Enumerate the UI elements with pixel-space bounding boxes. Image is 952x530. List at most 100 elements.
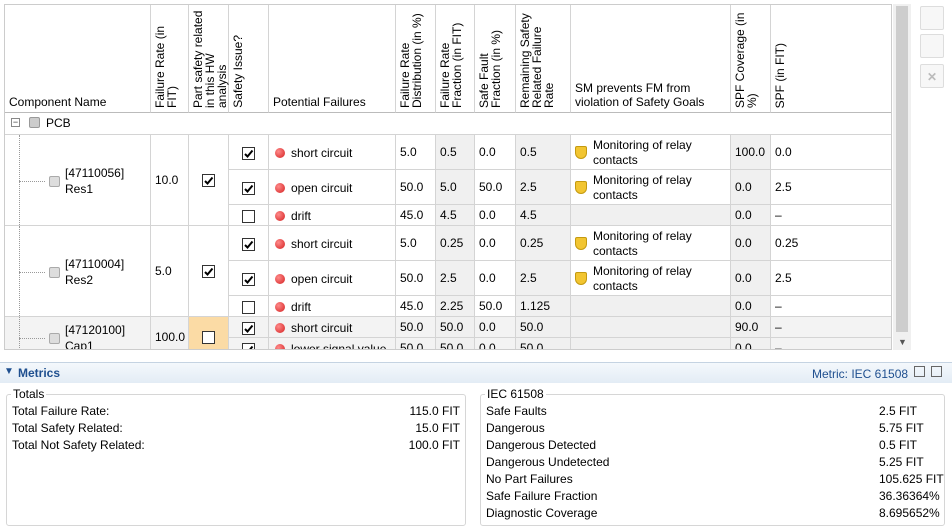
value-cell: 50.0 — [436, 338, 475, 349]
header-text: Remaining Safety Related Failure Rate — [518, 13, 556, 108]
value-cell: 50.0 — [436, 317, 475, 338]
value-cell: 50.0 — [396, 317, 436, 338]
failure-name: drift — [291, 208, 312, 223]
metric-label: Safe Faults — [486, 404, 547, 418]
checkbox[interactable] — [242, 321, 255, 335]
checkbox[interactable] — [242, 181, 255, 195]
part-safety-cell — [189, 226, 229, 317]
component-id: [47110004] — [65, 256, 125, 271]
safety-issue-cell — [229, 317, 269, 338]
header-text: Failure Rate (in FIT) — [153, 25, 179, 108]
header-text: Safety Issue? — [231, 35, 245, 108]
checkbox[interactable] — [242, 237, 255, 251]
sm-cell — [571, 296, 731, 317]
column-header[interactable]: Failure Rate Distribution (in %) — [396, 5, 436, 113]
header-text: Safe Fault Fraction (in %) — [477, 29, 503, 108]
column-header[interactable]: Safe Fault Fraction (in %) — [475, 5, 516, 113]
component-icon — [49, 266, 60, 278]
value-cell: 50.0 — [516, 317, 571, 338]
safety-issue-cell — [229, 338, 269, 349]
search-button[interactable] — [920, 34, 944, 58]
shield-icon — [575, 271, 587, 285]
header-text: Part safety related in this HW analysis — [191, 10, 229, 108]
value-cell: 0.5 — [436, 135, 475, 170]
metric-label[interactable]: Metric: IEC 61508 — [812, 367, 909, 381]
value-cell: 0.5 — [516, 135, 571, 170]
value-cell: – — [771, 317, 891, 338]
checkbox[interactable] — [202, 173, 215, 187]
value-cell: 0.0 — [771, 135, 891, 170]
failure-name: short circuit — [291, 320, 353, 335]
component-icon — [49, 175, 60, 187]
safety-issue-cell — [229, 205, 269, 226]
value-cell: 2.5 — [436, 261, 475, 296]
safety-issue-cell — [229, 135, 269, 170]
export-icon[interactable] — [931, 366, 942, 377]
checkbox[interactable] — [242, 272, 255, 286]
value-cell: 2.25 — [436, 296, 475, 317]
value-cell: 45.0 — [396, 205, 436, 226]
column-header[interactable]: Failure Rate Fraction (in FIT) — [436, 5, 475, 113]
checkbox[interactable] — [202, 331, 215, 344]
failure-icon — [275, 301, 285, 312]
component-icon — [29, 117, 40, 128]
metric-value: 5.25 FIT — [879, 455, 924, 469]
value-cell: 0.0 — [731, 205, 771, 226]
value-cell: 2.5 — [516, 170, 571, 205]
column-header[interactable]: Potential Failures — [269, 5, 396, 113]
sm-cell — [571, 317, 731, 338]
failure-name: open circuit — [291, 271, 353, 286]
value: 10.0 — [155, 172, 179, 187]
column-header[interactable]: SPF (in FIT) — [771, 5, 891, 113]
checkbox[interactable] — [242, 342, 255, 349]
column-header[interactable]: Part safety related in this HW analysis — [189, 5, 229, 113]
scrollbar[interactable]: ▼ — [893, 4, 911, 350]
column-header[interactable]: Safety Issue? — [229, 5, 269, 113]
failure-cell: short circuit — [269, 317, 396, 338]
add-button[interactable] — [920, 6, 944, 30]
column-header[interactable]: Component Name — [5, 5, 151, 113]
scroll-down[interactable]: ▼ — [898, 337, 907, 347]
value-cell: 2.5 — [771, 261, 891, 296]
checkbox[interactable] — [202, 264, 215, 278]
value-cell: 50.0 — [396, 338, 436, 349]
failure-icon — [275, 273, 285, 284]
column-header[interactable]: SM prevents FM from violation of Safety … — [571, 5, 731, 113]
metric-icon[interactable] — [914, 366, 925, 377]
header-text: Component Name — [9, 95, 107, 109]
component-name: Cap1 — [65, 339, 94, 350]
shield-icon — [575, 236, 587, 250]
metric-value: 8.695652% — [879, 506, 940, 520]
checkbox[interactable] — [242, 209, 255, 223]
metric-label: Safe Failure Fraction — [486, 489, 598, 503]
failure-icon — [275, 182, 285, 193]
delete-button[interactable]: ✕ — [920, 64, 944, 88]
metric-value: 2.5 FIT — [879, 404, 918, 418]
value-cell: 0.0 — [475, 261, 516, 296]
column-header[interactable]: SPF Coverage (in %) — [731, 5, 771, 113]
checkbox[interactable] — [242, 300, 255, 314]
root-name: PCB — [46, 116, 71, 130]
value-cell: 1.125 — [516, 296, 571, 317]
component-icon — [49, 333, 60, 344]
sm-text: Monitoring of relay contacts — [593, 228, 692, 258]
value-cell: 0.25 — [771, 226, 891, 261]
collapse-toggle[interactable]: ▼ — [4, 366, 14, 377]
column-header[interactable]: Failure Rate (in FIT) — [151, 5, 189, 113]
metric-label: Total Safety Related: — [12, 421, 123, 435]
group-title: Totals — [11, 387, 47, 401]
value-cell: 0.25 — [516, 226, 571, 261]
tree-line — [19, 317, 20, 349]
expand-toggle: − — [11, 117, 20, 127]
header-text: Failure Rate Distribution (in %) — [398, 13, 424, 108]
part-safety-cell — [189, 135, 229, 226]
fmea-table: Component Name Failure Rate (in FIT) Part … — [4, 4, 892, 350]
column-header[interactable]: Remaining Safety Related Failure Rate — [516, 5, 571, 113]
scroll-thumb[interactable] — [896, 6, 908, 332]
metric-label: Total Not Safety Related: — [12, 438, 145, 452]
checkbox[interactable] — [242, 146, 255, 160]
value-cell: 4.5 — [516, 205, 571, 226]
value-cell: 0.25 — [436, 226, 475, 261]
value-cell: 2.5 — [771, 170, 891, 205]
